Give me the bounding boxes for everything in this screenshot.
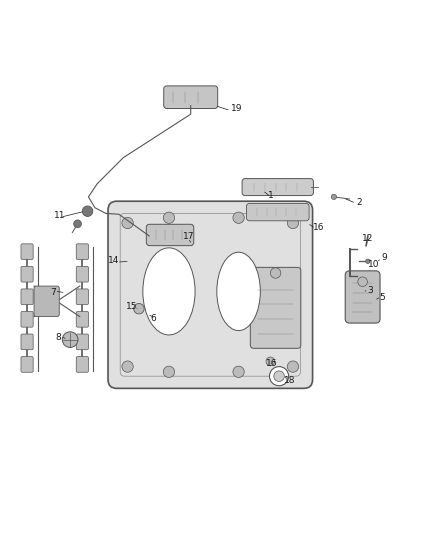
Circle shape: [358, 277, 367, 287]
Text: 14: 14: [108, 256, 120, 265]
Text: 15: 15: [126, 302, 138, 311]
FancyBboxPatch shape: [21, 244, 33, 260]
Text: 5: 5: [380, 293, 385, 302]
Text: 3: 3: [367, 286, 373, 295]
Text: 2: 2: [357, 198, 362, 207]
Text: 8: 8: [55, 333, 61, 342]
Text: 10: 10: [368, 260, 379, 269]
Text: 11: 11: [54, 211, 66, 220]
FancyBboxPatch shape: [21, 311, 33, 327]
Circle shape: [270, 268, 281, 278]
Circle shape: [269, 367, 289, 386]
Circle shape: [74, 220, 81, 228]
Circle shape: [233, 212, 244, 223]
Circle shape: [233, 366, 244, 377]
FancyBboxPatch shape: [76, 289, 88, 304]
Circle shape: [163, 212, 175, 223]
FancyBboxPatch shape: [164, 86, 218, 109]
Circle shape: [122, 361, 133, 372]
Circle shape: [287, 361, 299, 372]
FancyBboxPatch shape: [21, 266, 33, 282]
Ellipse shape: [217, 252, 260, 330]
Text: 19: 19: [231, 104, 242, 114]
Circle shape: [62, 332, 78, 348]
Text: 16: 16: [313, 223, 325, 232]
Ellipse shape: [143, 248, 195, 335]
FancyBboxPatch shape: [247, 204, 309, 221]
FancyBboxPatch shape: [251, 268, 301, 349]
Circle shape: [331, 194, 336, 199]
FancyBboxPatch shape: [345, 271, 380, 323]
FancyBboxPatch shape: [76, 244, 88, 260]
Circle shape: [122, 217, 133, 229]
FancyBboxPatch shape: [21, 357, 33, 372]
FancyBboxPatch shape: [108, 201, 313, 389]
FancyBboxPatch shape: [34, 286, 59, 317]
Text: 17: 17: [183, 232, 194, 241]
FancyBboxPatch shape: [146, 224, 194, 246]
Text: 1: 1: [268, 191, 274, 200]
Circle shape: [366, 259, 370, 263]
FancyBboxPatch shape: [21, 334, 33, 350]
Text: 6: 6: [151, 314, 157, 323]
Text: 18: 18: [284, 376, 295, 385]
FancyBboxPatch shape: [76, 334, 88, 350]
FancyBboxPatch shape: [21, 289, 33, 304]
Circle shape: [266, 357, 275, 366]
Circle shape: [287, 217, 299, 229]
FancyBboxPatch shape: [76, 311, 88, 327]
Circle shape: [134, 303, 144, 314]
Circle shape: [82, 206, 93, 216]
FancyBboxPatch shape: [76, 266, 88, 282]
Text: 16: 16: [266, 359, 278, 368]
Circle shape: [274, 371, 284, 382]
Text: 9: 9: [381, 253, 387, 262]
Text: 12: 12: [362, 233, 374, 243]
Text: 7: 7: [50, 288, 56, 297]
FancyBboxPatch shape: [76, 357, 88, 372]
FancyBboxPatch shape: [242, 179, 314, 196]
Circle shape: [163, 366, 175, 377]
